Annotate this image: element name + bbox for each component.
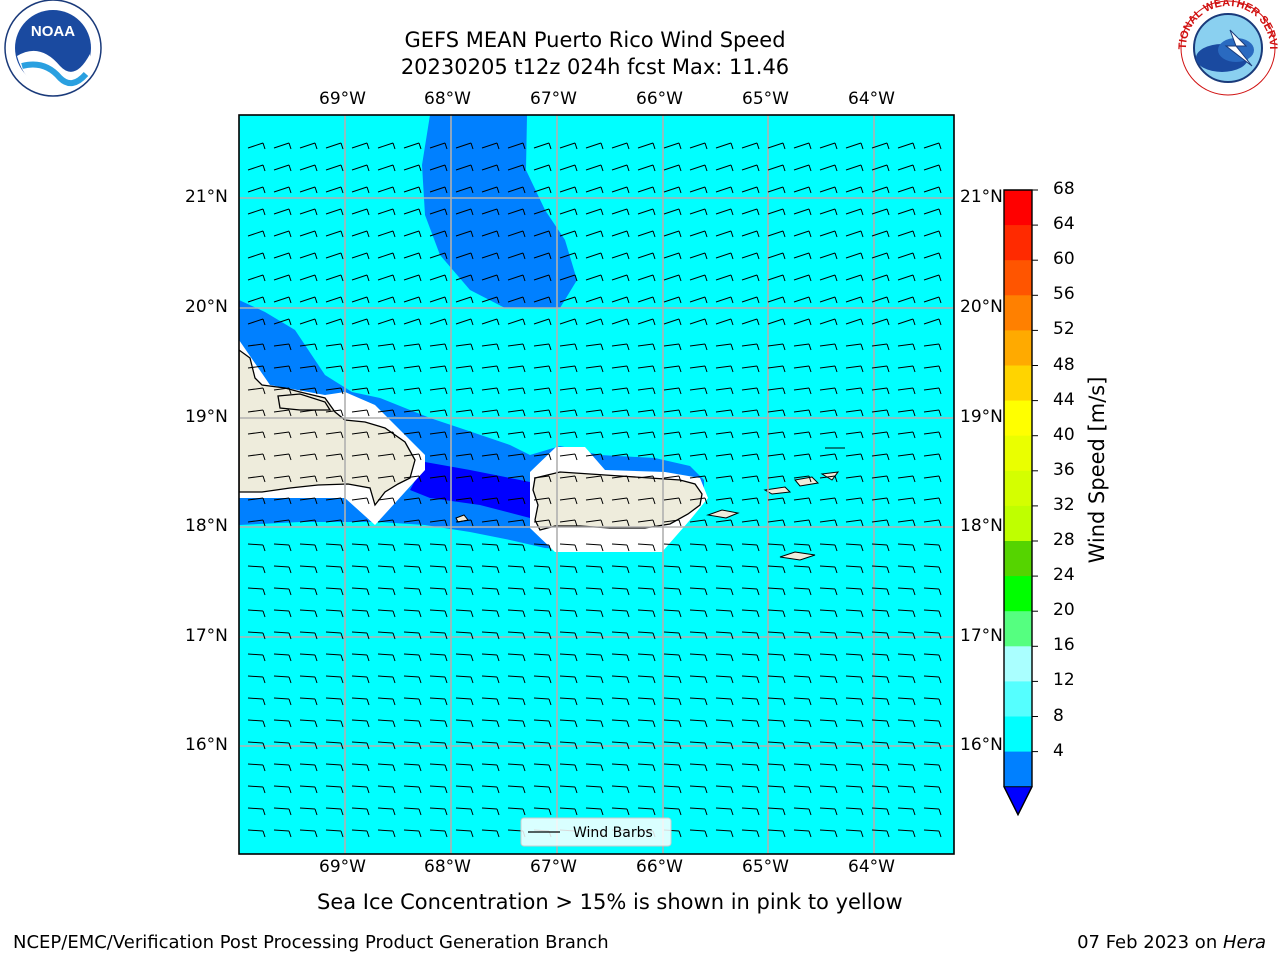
colorbar-segment [1004,505,1032,542]
colorbar-segment [1004,541,1032,577]
colorbar-tick-label: 48 [1053,354,1075,375]
colorbar-segment [1004,470,1032,507]
colorbar-segment [1004,576,1032,612]
svg-text:NATIONAL WEATHER SERVICE: NATIONAL WEATHER SERVICE [0,0,1279,50]
graticule [239,115,954,854]
colorbar-tick-label: 32 [1053,494,1075,515]
lat-label-left-16n: 16°N [185,735,228,755]
credit-line: NCEP/EMC/Verification Post Processing Pr… [13,932,609,953]
colorbar-tick-label: 60 [1053,249,1075,270]
land-st-croix [779,551,816,561]
colorbar-segment [1004,611,1032,647]
nws-logo-ring-text: NATIONAL WEATHER SERVICE [0,0,1279,50]
colorbar-segment [1004,225,1032,261]
map-frame [238,114,955,855]
date-line: 07 Feb 2023 on Hera [1077,932,1266,953]
lat-label-right-21n: 21°N [960,187,1003,207]
lat-label-right-17n: 17°N [960,626,1003,646]
colorbar-tick-label: 44 [1053,389,1075,410]
wind-band-dark [410,462,530,518]
lon-label-bottom-65w: 65°W [742,857,789,877]
lat-label-left-18n: 18°N [185,516,228,536]
lon-label-top-67w: 67°W [530,89,577,109]
lon-label-top-64w: 64°W [848,89,895,109]
lon-label-top-68w: 68°W [424,89,471,109]
lat-label-left-17n: 17°N [185,626,228,646]
lon-label-top-69w: 69°W [319,89,366,109]
lon-label-top-65w: 65°W [742,89,789,109]
colorbar-segment [1004,681,1032,717]
legend-label: Wind Barbs [573,825,653,841]
lat-label-right-19n: 19°N [960,407,1003,427]
colorbar-segment [1004,260,1032,296]
colorbar-label: Wind Speed [m/s] [1085,376,1109,564]
colorbar-segment [1004,646,1032,682]
lon-label-bottom-69w: 69°W [319,857,366,877]
lon-label-bottom-68w: 68°W [424,857,471,877]
colorbar-tick-label: 16 [1053,635,1075,656]
lon-label-bottom-67w: 67°W [530,857,577,877]
lat-label-right-18n: 18°N [960,516,1003,536]
colorbar-segment [1004,330,1032,366]
colorbar-tick-label: 4 [1053,740,1064,761]
colorbar-segment [1004,716,1032,753]
colorbar-segment [1004,435,1032,472]
host-name: Hera [1222,932,1266,953]
lat-label-left-20n: 20°N [185,297,228,317]
chart-title-line2: 20230205 t12z 024h fcst Max: 11.46 [400,55,790,79]
colorbar-frame [1003,189,1033,817]
land-vieques [706,509,740,519]
colorbar-tick-label: 8 [1053,705,1064,726]
chart-title-line1: GEFS MEAN Puerto Rico Wind Speed [404,28,786,52]
map-legend: Wind Barbs [520,817,672,847]
colorbar-tick-label: 24 [1053,565,1075,586]
colorbar-segment [1004,295,1032,331]
lat-label-right-16n: 16°N [960,735,1003,755]
colorbar-extend-triangle [1003,786,1033,816]
colorbar-tick-label: 40 [1053,424,1075,445]
sea-ice-note: Sea Ice Concentration > 15% is shown in … [317,890,903,914]
colorbar-tick-label: 52 [1053,319,1075,340]
wind-band-north [422,115,577,308]
nws-logo: NATIONAL WEATHER SERVICE [0,0,1279,96]
colorbar-tick-label: 36 [1053,459,1075,480]
noaa-logo-text: NOAA [31,23,75,40]
wind-barb-paths [247,142,942,838]
date-text: 07 Feb 2023 on [1077,932,1223,953]
lat-label-left-19n: 19°N [185,407,228,427]
colorbar-tick-label: 28 [1053,530,1075,550]
colorbar-tick-label: 64 [1053,214,1075,235]
lon-label-bottom-64w: 64°W [848,857,895,877]
colorbar [1003,189,1038,817]
colorbar-tick-label: 12 [1053,670,1075,691]
colorbar-tick-label: 68 [1053,179,1075,199]
colorbar-segment [1004,190,1032,226]
colorbar-segment [1004,365,1032,402]
colorbar-segment [1004,400,1032,437]
lat-label-left-21n: 21°N [185,187,228,207]
colorbar-tick-label: 20 [1053,600,1075,621]
lon-label-top-66w: 66°W [636,89,683,109]
map-area: Wind Barbs [239,115,954,854]
land-hispaniola-north-cape [277,393,332,411]
colorbar-segment [1004,751,1032,788]
lat-label-right-20n: 20°N [960,297,1003,317]
lon-label-bottom-66w: 66°W [636,857,683,877]
colorbar-tick-label: 56 [1053,284,1075,305]
wind-barbs [247,142,942,838]
noaa-logo: NOAA [4,0,102,97]
